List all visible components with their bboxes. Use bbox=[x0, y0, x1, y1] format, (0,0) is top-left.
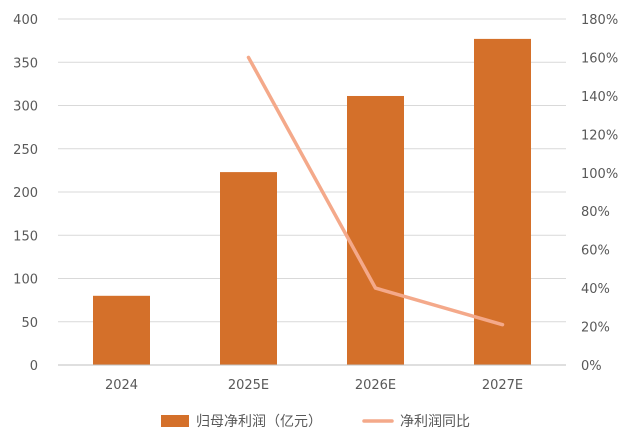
y-tick-label-left: 300 bbox=[13, 100, 38, 115]
y-tick-label-left: 350 bbox=[13, 56, 38, 71]
x-tick-label: 2026E bbox=[355, 378, 396, 393]
line-point bbox=[374, 286, 377, 290]
bar-series bbox=[93, 38, 531, 366]
y-tick-label-left: 250 bbox=[13, 143, 38, 158]
legend-label-bar: 归母净利润（亿元） bbox=[196, 413, 322, 430]
bar bbox=[474, 38, 531, 366]
legend-label-line: 净利润同比 bbox=[400, 414, 470, 430]
y-axis-right: 0% 20% 40% 60% 80% 100% 120% 140% 160% 180% bbox=[581, 13, 618, 374]
y-tick-label-right: 60% bbox=[581, 244, 610, 259]
y-tick-label-right: 160% bbox=[581, 51, 618, 66]
line-point bbox=[501, 323, 504, 327]
bar bbox=[93, 295, 150, 365]
y-tick-label-left: 100 bbox=[13, 273, 38, 288]
y-tick-label-left: 400 bbox=[13, 13, 38, 28]
line-series bbox=[246, 55, 505, 327]
y-tick-label-left: 150 bbox=[13, 229, 38, 244]
y-tick-label-left: 200 bbox=[13, 186, 38, 201]
x-tick-label: 2024 bbox=[105, 378, 138, 393]
x-tick-label: 2025E bbox=[228, 378, 269, 393]
y-tick-label-right: 0% bbox=[581, 359, 602, 374]
y-tick-label-left: 0 bbox=[30, 359, 38, 374]
y-axis-left: 0 50 100 150 200 250 300 350 400 bbox=[13, 13, 38, 374]
y-tick-label-right: 40% bbox=[581, 282, 610, 297]
y-tick-label-left: 50 bbox=[21, 316, 38, 331]
bar bbox=[347, 95, 404, 366]
y-tick-label-right: 180% bbox=[581, 13, 618, 28]
y-tick-label-right: 80% bbox=[581, 205, 610, 220]
bar bbox=[220, 172, 277, 365]
legend-swatch-bar bbox=[161, 415, 189, 427]
y-tick-label-right: 140% bbox=[581, 90, 618, 105]
x-tick-label: 2027E bbox=[482, 378, 523, 393]
line-point bbox=[247, 55, 250, 59]
x-axis: 2024 2025E 2026E 2027E bbox=[58, 364, 566, 393]
y-tick-label-right: 100% bbox=[581, 167, 618, 182]
y-tick-label-right: 120% bbox=[581, 128, 618, 143]
legend: 归母净利润（亿元） 净利润同比 bbox=[161, 413, 470, 430]
y-tick-label-right: 20% bbox=[581, 321, 610, 336]
